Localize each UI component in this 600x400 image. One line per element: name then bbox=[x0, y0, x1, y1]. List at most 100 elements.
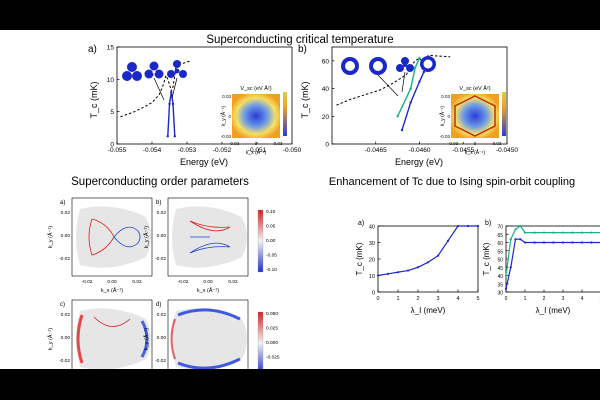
positive-contour bbox=[88, 218, 115, 256]
data-point bbox=[523, 231, 527, 234]
colorbar-tick: 0.05 bbox=[266, 224, 276, 230]
panel-ylabel: k_y (Å⁻¹) bbox=[143, 328, 150, 350]
fermi-surface-icons-a bbox=[122, 60, 187, 81]
slide: Superconducting critical temperature Sup… bbox=[0, 30, 600, 369]
x-tick-label: -0.051 bbox=[248, 147, 267, 154]
fermi-region bbox=[76, 308, 151, 369]
panel-xtick: 0.00 bbox=[107, 279, 117, 285]
x-tick-label: -0.0455 bbox=[452, 147, 474, 154]
y-tick-label: 5 bbox=[110, 109, 114, 116]
colorbar-tick: 0.00 bbox=[266, 238, 276, 244]
tc-a-inset: V_sc (eV Å²) k_x (Å⁻¹) k_y (Å⁻¹) -0.03 0… bbox=[220, 85, 287, 156]
tc-a-inset-xtick: 0.03 bbox=[274, 141, 283, 146]
data-point bbox=[533, 231, 536, 234]
panel-xtick: -0.02 bbox=[178, 279, 189, 285]
data-point bbox=[523, 241, 527, 244]
data-point bbox=[571, 241, 574, 244]
x-tick-label: -0.055 bbox=[108, 147, 127, 154]
data-point bbox=[406, 269, 410, 272]
x-tick-label: 2 bbox=[416, 296, 419, 302]
data-point bbox=[533, 241, 536, 244]
colorbar-tick: -0.10 bbox=[266, 267, 277, 273]
tc-b-inset-xtick: -0.03 bbox=[448, 141, 459, 146]
data-point bbox=[514, 228, 517, 231]
data-point bbox=[426, 261, 430, 264]
panel-ytick: -0.02 bbox=[155, 358, 166, 364]
panel-ytick: 0.00 bbox=[61, 335, 71, 341]
data-point bbox=[504, 287, 508, 290]
x-tick-label: 0 bbox=[505, 296, 508, 302]
x-tick-label: -0.052 bbox=[213, 147, 232, 154]
tc-b-inset-xlabel: k_x (Å⁻¹) bbox=[465, 149, 485, 156]
colorbar-tick: 0.025 bbox=[266, 326, 278, 332]
colorbar: 0.10 0.05 0.00 -0.05 -0.10 bbox=[257, 209, 277, 273]
y-tick-label: 20 bbox=[369, 258, 375, 264]
figure-canvas: Superconducting critical temperature Sup… bbox=[47, 34, 600, 369]
tc-chart-b: T_c (mK) Energy (eV) -0.0465 -0.0460 -0.04… bbox=[300, 46, 518, 167]
data-point bbox=[542, 241, 546, 244]
data-point bbox=[171, 102, 175, 106]
data-point bbox=[571, 231, 574, 234]
fermi-region bbox=[76, 206, 151, 268]
data-point bbox=[413, 66, 417, 69]
colorbar-tick: 0.050 bbox=[266, 311, 278, 317]
panel-ytick: 0.00 bbox=[61, 233, 71, 239]
tc-b-xlabel: Energy (eV) bbox=[395, 157, 443, 167]
tc-b-ylabel: T_c (mK) bbox=[300, 81, 310, 118]
data-point bbox=[166, 135, 169, 138]
panel-label: a) bbox=[60, 200, 65, 206]
tc-b-inset-xtick: 0.03 bbox=[493, 141, 502, 146]
colorbar-tick: -0.05 bbox=[266, 253, 277, 259]
positive-contour bbox=[93, 316, 131, 327]
y-tick-label: 40 bbox=[322, 86, 330, 93]
x-tick-label: 4 bbox=[581, 296, 584, 302]
x-tick-label: 1 bbox=[396, 296, 399, 302]
data-point bbox=[509, 266, 512, 269]
tc-a-inset-xtick: -0.03 bbox=[229, 141, 240, 146]
ising-chart-b: b) T_c (mK) λ_I (meV) 012345303540455055… bbox=[482, 220, 600, 315]
tc-b-inset-ytick: -0.03 bbox=[440, 134, 451, 139]
tc-a-inset-xtick: 0 bbox=[255, 141, 258, 146]
y-tick-label: 10 bbox=[107, 77, 115, 84]
x-tick-label: -0.0465 bbox=[365, 147, 387, 154]
data-point bbox=[173, 135, 176, 138]
data-point bbox=[170, 91, 173, 94]
data-point bbox=[519, 224, 522, 228]
panel-ylabel: k_y (Å⁻¹) bbox=[143, 226, 150, 248]
y-tick-label: 15 bbox=[107, 45, 115, 52]
panel-label-a: a) bbox=[88, 44, 97, 55]
fermi-region bbox=[172, 308, 247, 369]
negative-contour bbox=[177, 357, 241, 369]
x-tick-label: 2 bbox=[543, 296, 546, 302]
y-tick-label: 50 bbox=[497, 258, 503, 264]
panel-label: b) bbox=[156, 200, 161, 206]
data-point bbox=[552, 231, 555, 234]
data-point bbox=[580, 231, 584, 234]
ising-a-label: a) bbox=[358, 220, 364, 227]
tc-b-inset-ylabel: k_y (Å⁻¹) bbox=[439, 106, 446, 126]
ising-chart-a: a) T_c (mK) λ_I (meV) 0 1 2 3 4 5 0 10 20 30 40 bbox=[355, 220, 480, 315]
panel-ytick: 0.02 bbox=[61, 312, 71, 318]
ising-b-xlabel: λ_I (meV) bbox=[536, 306, 571, 315]
data-point bbox=[422, 70, 426, 74]
y-tick-label: 40 bbox=[369, 225, 375, 231]
data-point bbox=[409, 101, 412, 104]
x-tick-label: 1 bbox=[524, 296, 527, 302]
x-tick-label: -0.050 bbox=[283, 147, 302, 154]
panel-label: d) bbox=[156, 302, 161, 308]
data-point bbox=[561, 241, 565, 244]
panel-xtick: 0.02 bbox=[228, 279, 238, 285]
main-title: Superconducting critical temperature bbox=[206, 34, 393, 46]
panel-frame bbox=[167, 299, 249, 369]
x-tick-label: -0.0460 bbox=[408, 147, 430, 154]
panel-frame bbox=[71, 299, 153, 369]
tc-a-xlabel: Energy (eV) bbox=[180, 157, 228, 167]
x-tick-label: 3 bbox=[436, 296, 439, 302]
order-parameter-panel: d)k_y (Å⁻¹)k_x (Å⁻¹)-0.020.000.020.020.0… bbox=[143, 299, 249, 369]
ising-a-ylabel: T_c (mK) bbox=[355, 242, 364, 275]
y-tick-label: 45 bbox=[497, 266, 503, 272]
panel-ytick: 0.02 bbox=[157, 210, 167, 216]
colorbar-gradient bbox=[257, 209, 264, 273]
tc-a-inset-xlabel: k_x (Å⁻¹) bbox=[246, 149, 266, 156]
